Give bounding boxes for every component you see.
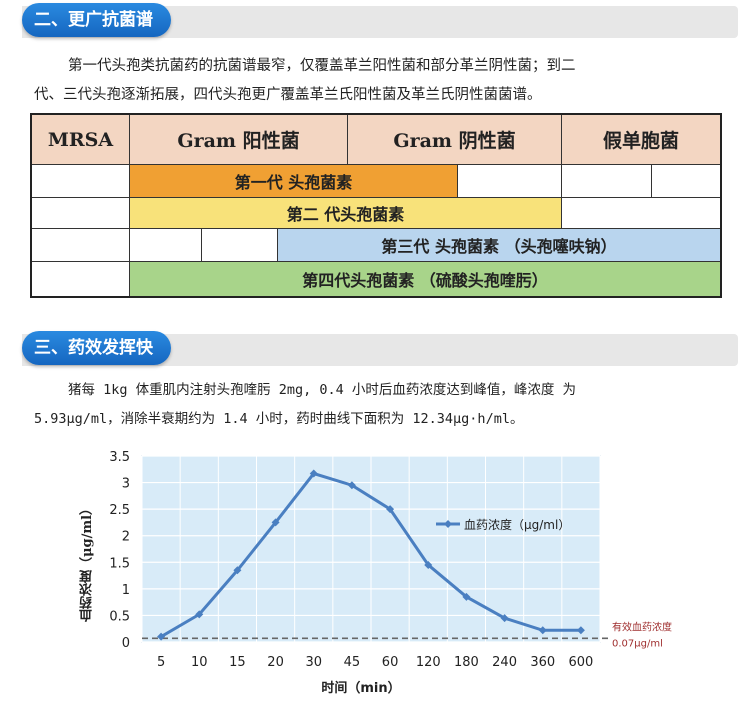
- empty-cell: [32, 198, 130, 229]
- series-line: [160, 471, 581, 638]
- gen1-bar: 第一代 头孢菌素: [130, 165, 458, 198]
- gen2-bar: 第二 代头孢菌素: [130, 198, 562, 229]
- x-tick-label: 600: [569, 655, 594, 670]
- x-tick-label: 45: [344, 655, 361, 670]
- gen3-bar: 第三代 头孢菌素 （头孢噻呋钠）: [278, 229, 720, 262]
- paragraph-line: 第一代头孢类抗菌药的抗菌谱最窄，仅覆盖革兰阳性菌和部分革兰阴性菌；到二: [68, 58, 576, 74]
- empty-cell: [562, 198, 720, 229]
- section-title-efficacy: 三、药效发挥快: [22, 331, 171, 365]
- y-tick-label: 0: [122, 636, 130, 651]
- x-tick-label: 180: [454, 655, 479, 670]
- empty-cell: [652, 165, 720, 198]
- data-point: [424, 560, 433, 569]
- reference-label: 有效血药浓度: [612, 620, 672, 633]
- empty-cell: [202, 229, 278, 262]
- x-tick-label: 240: [492, 655, 517, 670]
- paragraph-line: 5.93μg/ml，消除半衰期约为 1.4 小时，药时曲线下面积为 12.34μ…: [34, 411, 524, 427]
- x-tick-label: 10: [191, 655, 208, 670]
- empty-cell: [32, 262, 130, 296]
- data-point: [157, 632, 166, 641]
- reference-value-label: 0.07μg/ml: [612, 638, 663, 649]
- header-gram-negative: Gram 阴性菌: [348, 115, 562, 165]
- paragraph-efficacy: 猪每 1kg 体重肌内注射头孢喹肟 2mg, 0.4 小时后血药浓度达到峰值，峰…: [34, 376, 734, 434]
- paragraph-spectrum: 第一代头孢类抗菌药的抗菌谱最窄，仅覆盖革兰阳性菌和部分革兰阴性菌；到二 代、三代…: [34, 52, 734, 110]
- y-tick-label: 1: [122, 583, 130, 598]
- x-tick-label: 120: [416, 655, 441, 670]
- paragraph-line: 代、三代头孢逐渐拓展，四代头孢更广覆盖革兰氏阳性菌及革兰氏阴性菌菌谱。: [34, 87, 542, 103]
- section-title-spectrum: 二、更广抗菌谱: [22, 3, 171, 37]
- gen4-bar: 第四代头孢菌素 （硫酸头孢喹肟）: [130, 262, 720, 296]
- chart-svg: 0 0.5 1 1.5 2 2.5 3 3.5 有效血药浓度 0.07μg/ml 5 10 15 20 30…: [109, 450, 672, 696]
- x-tick-label: 15: [229, 655, 246, 670]
- data-point: [195, 610, 204, 619]
- y-tick-label: 2: [122, 530, 130, 545]
- empty-cell: [562, 165, 652, 198]
- data-point: [538, 626, 547, 635]
- data-point: [271, 518, 280, 527]
- paragraph-line: 猪每 1kg 体重肌内注射头孢喹肟 2mg, 0.4 小时后血药浓度达到峰值，峰…: [68, 382, 577, 398]
- header-mrsa: MRSA: [32, 115, 130, 165]
- x-tick-label: 30: [305, 655, 322, 670]
- header-pseudomonas: 假单胞菌: [562, 115, 720, 165]
- data-point: [500, 614, 509, 623]
- x-tick-label: 5: [157, 655, 165, 670]
- data-point: [576, 626, 585, 635]
- header-gram-positive: Gram 阳性菌: [130, 115, 348, 165]
- y-tick-label: 1.5: [109, 556, 130, 571]
- x-axis-label: 时间（min）: [321, 680, 400, 696]
- empty-cell: [32, 229, 130, 262]
- y-tick-label: 2.5: [109, 503, 130, 518]
- y-tick-label: 0.5: [109, 609, 130, 624]
- legend-label: 血药浓度（μg/ml）: [464, 517, 570, 532]
- data-point: [462, 592, 471, 601]
- data-point: [347, 481, 356, 490]
- legend-marker: [444, 520, 452, 528]
- empty-cell: [32, 165, 130, 198]
- concentration-chart: 0 0.5 1 1.5 2 2.5 3 3.5 有效血药浓度 0.07μg/ml 5 10 15 20 30…: [86, 442, 706, 704]
- spectrum-table: MRSA Gram 阳性菌 Gram 阴性菌 假单胞菌 第一代 头孢菌素 第二 …: [30, 113, 722, 298]
- empty-cell: [458, 165, 562, 198]
- data-point: [233, 566, 242, 575]
- empty-cell: [130, 229, 202, 262]
- x-tick-label: 20: [267, 655, 284, 670]
- x-tick-label: 60: [382, 655, 399, 670]
- y-tick-label: 3.5: [109, 450, 130, 465]
- data-point: [309, 469, 318, 478]
- y-tick-label: 3: [122, 477, 130, 492]
- x-tick-label: 360: [530, 655, 555, 670]
